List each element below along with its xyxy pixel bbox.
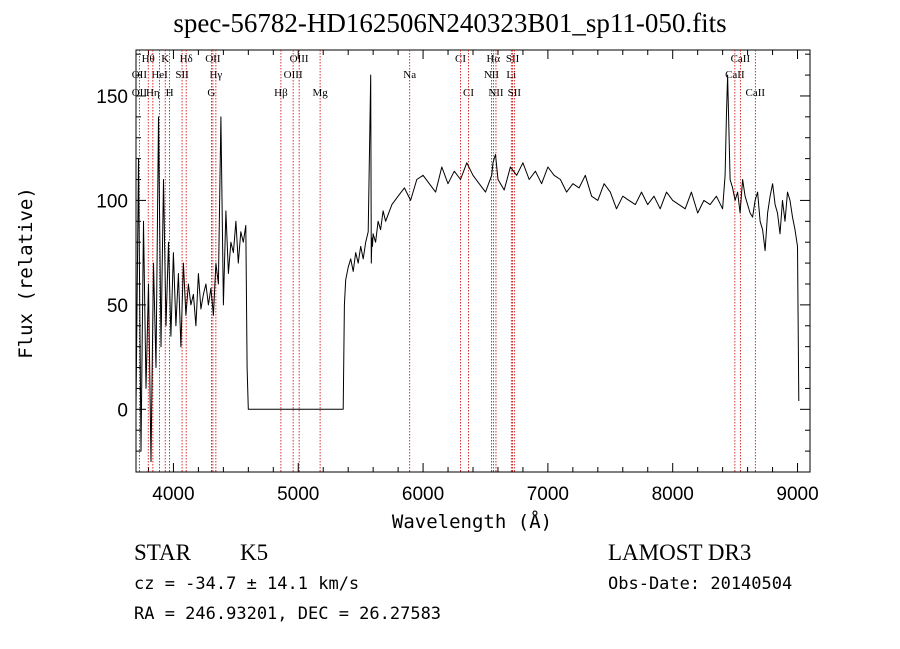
line-marker-low: Hβ: [274, 87, 288, 99]
x-tick-label: 4000: [152, 484, 194, 505]
line-marker-low: G: [207, 87, 215, 99]
line-marker-top: SII: [506, 53, 520, 65]
chart-title: spec-56782-HD162506N240323B01_sp11-050.f…: [173, 8, 727, 38]
x-tick-label: 9000: [776, 484, 818, 505]
y-tick-label: 100: [96, 191, 128, 212]
line-marker-low: CI: [463, 87, 474, 99]
line-marker-low: SII: [508, 87, 522, 99]
line-marker-mid: CaII: [725, 69, 745, 81]
line-marker-mid: OIII: [284, 69, 303, 81]
x-tick-label: 5000: [277, 484, 319, 505]
x-tick-label: 7000: [527, 484, 569, 505]
object-subclass: K5: [240, 540, 269, 565]
line-marker-low: OII: [132, 87, 148, 99]
x-tick-label: 8000: [652, 484, 694, 505]
line-marker-mid: HeI: [151, 69, 168, 81]
line-marker-low: Hη: [146, 87, 160, 99]
coordinates-text: RA = 246.93201, DEC = 26.27583: [134, 604, 442, 624]
redshift-text: cz = -34.7 ± 14.1 km/s: [134, 574, 360, 594]
x-tick-label: 6000: [402, 484, 444, 505]
line-marker-mid: Hγ: [209, 69, 222, 81]
obs-date-text: Obs-Date: 20140504: [608, 574, 793, 594]
spectrum-line: [135, 74, 800, 463]
y-tick-label: 0: [117, 400, 128, 421]
y-tick-label: 150: [96, 87, 128, 108]
y-tick-label: 50: [107, 296, 128, 317]
line-marker-top: Hδ: [180, 53, 193, 65]
line-marker-mid: Li: [506, 69, 516, 81]
line-marker-mid: Na: [403, 69, 416, 81]
line-marker-mid: OII: [132, 69, 148, 81]
line-marker-top: Hα: [486, 53, 500, 65]
plot-frame: [135, 49, 811, 473]
x-axis-label: Wavelength (Å): [391, 511, 553, 533]
object-class: STAR: [134, 540, 191, 565]
line-marker-low: CaII: [746, 87, 766, 99]
line-marker-top: OIII: [290, 53, 309, 65]
survey-name: LAMOST DR3: [608, 540, 752, 565]
line-marker-top: Hθ: [142, 53, 155, 65]
line-marker-top: OII: [205, 53, 221, 65]
line-marker-top: CI: [455, 53, 466, 65]
line-marker-low: H: [166, 87, 174, 99]
line-marker-mid: NII: [484, 69, 500, 81]
line-marker-top: K: [161, 53, 169, 65]
y-axis-label: Flux (relative): [15, 187, 37, 359]
line-marker-low: NII: [488, 87, 504, 99]
line-marker-low: Mg: [312, 87, 328, 99]
line-marker-mid: SII: [175, 69, 189, 81]
line-marker-top: CaII: [731, 53, 751, 65]
